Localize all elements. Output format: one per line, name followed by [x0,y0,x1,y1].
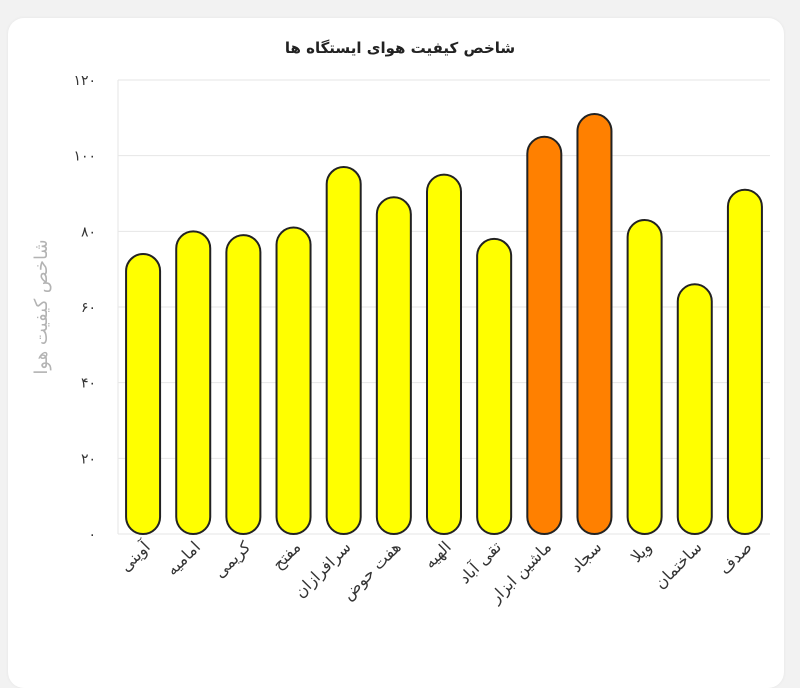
x-tick-label: ساختمان [651,537,706,592]
x-tick-label: سجاد [567,537,606,576]
x-tick-label: مفتح [268,537,305,574]
y-axis-ticks: ۰ ۲۰ ۴۰ ۶۰ ۸۰ ۱۰۰ ۱۲۰ [73,73,96,543]
bar [426,173,462,535]
y-tick-label: ۰ [88,527,96,543]
y-tick-label: ۱۰۰ [73,149,96,165]
y-tick-label: ۱۲۰ [73,73,96,89]
x-tick-label: الهیه [420,537,455,572]
y-tick-label: ۶۰ [81,300,96,316]
bar [175,230,212,535]
y-tick-label: ۲۰ [81,451,96,467]
bar [325,166,362,535]
y-tick-label: ۴۰ [81,376,96,392]
x-tick-label: کریمی [210,537,255,582]
bar [225,234,262,535]
bar [275,226,312,536]
bar [476,237,513,535]
x-tick-label: تقی آباد [455,537,505,587]
x-tick-label: آوینی [116,536,156,576]
aqi-bar-chart: شاخص کیفیت هوای ایستگاه ها ۰ ۲۰ ۴۰ ۶۰ ۸۰ ۱۰۰ ۱… [31,39,770,608]
bar [576,113,613,536]
bars [125,113,763,536]
bar [726,188,763,535]
top-strip [0,0,800,10]
x-tick-label: امامیه [162,537,204,579]
x-tick-label: صدف [715,537,756,578]
bar [676,283,713,535]
bar [626,218,663,535]
bar [375,196,412,536]
bar [125,253,162,536]
y-axis-label: شاخص کیفیت هوا [31,239,52,374]
x-tick-label: ویلا [627,537,657,567]
bar [526,135,563,535]
chart-title: شاخص کیفیت هوای ایستگاه ها [285,39,515,57]
y-tick-label: ۸۰ [81,224,96,240]
